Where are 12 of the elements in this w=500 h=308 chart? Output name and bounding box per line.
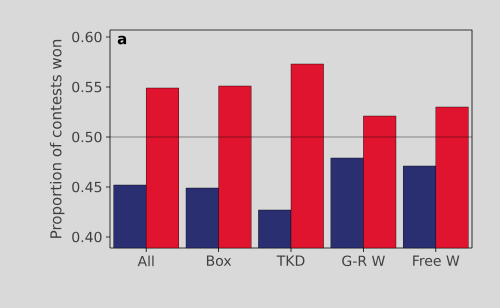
y-tick-label: 0.40: [72, 232, 102, 242]
x-tick-label: All: [138, 256, 154, 266]
x-tick-label: TKD: [276, 256, 304, 266]
x-tick-label: Free W: [413, 256, 460, 266]
y-tick-label: 0.45: [72, 182, 102, 192]
x-tick-label: Box: [206, 256, 232, 266]
y-tick-label: 0.50: [72, 132, 102, 142]
y-tick-label: 0.55: [72, 82, 102, 92]
x-tick-label: G-R W: [342, 256, 385, 266]
annotation: a: [118, 36, 126, 44]
y-axis-title: Proportion of contests won: [50, 40, 64, 238]
y-tick-label: 0.60: [72, 32, 102, 42]
